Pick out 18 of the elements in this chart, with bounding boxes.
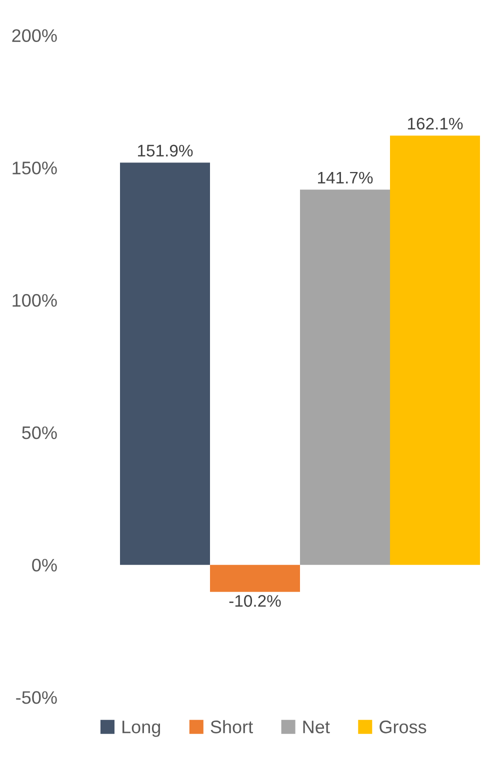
- bar: [390, 136, 480, 565]
- legend-label: Long: [122, 720, 160, 737]
- bar: [210, 564, 300, 592]
- y-tick-label: 150%: [12, 162, 57, 174]
- y-tick-label: 200%: [12, 29, 57, 42]
- y-tick-label: 0%: [32, 558, 57, 572]
- data-label: 141.7%: [318, 172, 373, 184]
- data-label: 151.9%: [138, 144, 193, 157]
- legend-label: Short: [210, 720, 253, 734]
- y-tick-label: 50%: [22, 426, 57, 440]
- y-tick-label: 100%: [12, 294, 57, 307]
- legend-label: Gross: [380, 720, 426, 734]
- legend-label: Net: [303, 720, 330, 734]
- bar: [120, 162, 210, 565]
- data-label: -10.2%: [229, 595, 281, 607]
- y-tick-label: -50%: [16, 691, 57, 704]
- data-label: 162.1%: [408, 118, 463, 130]
- bar: [300, 190, 390, 565]
